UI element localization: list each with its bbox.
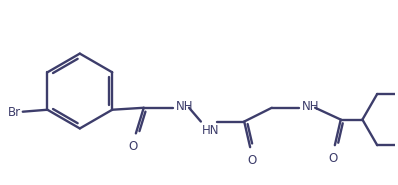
Text: Br: Br xyxy=(8,106,21,119)
Text: O: O xyxy=(248,154,257,167)
Text: O: O xyxy=(328,152,338,165)
Text: NH: NH xyxy=(176,100,194,113)
Text: NH: NH xyxy=(302,100,320,113)
Text: HN: HN xyxy=(202,124,219,137)
Text: O: O xyxy=(128,140,138,153)
